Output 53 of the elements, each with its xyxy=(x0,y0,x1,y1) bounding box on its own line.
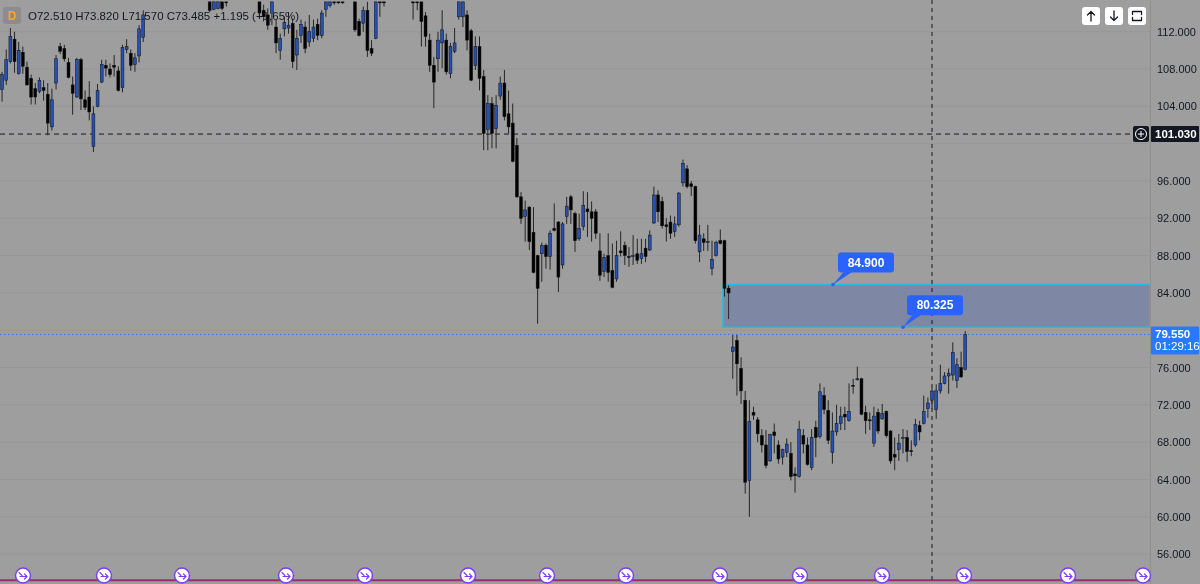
ref-line-label: 101.030 xyxy=(1155,128,1197,141)
candlestick xyxy=(731,334,735,380)
candlestick xyxy=(589,201,594,243)
candlestick xyxy=(21,46,25,75)
candlestick xyxy=(631,234,635,266)
y-tick-label: 72.000 xyxy=(1157,398,1191,411)
annotation: 80.325 xyxy=(916,298,954,313)
candlestick xyxy=(440,9,444,69)
y-tick-label: 68.000 xyxy=(1157,436,1191,449)
candlestick xyxy=(382,1,386,8)
y-tick-label: 104.000 xyxy=(1157,100,1197,113)
y-tick-label: 92.000 xyxy=(1157,212,1191,225)
y-tick-label: 88.000 xyxy=(1157,249,1191,262)
candlestick xyxy=(685,164,689,189)
candlestick xyxy=(311,19,316,43)
candlestick xyxy=(764,429,768,469)
candlestick xyxy=(16,41,21,76)
annotation: D xyxy=(7,8,17,23)
candlestick xyxy=(639,238,644,265)
candlestick xyxy=(901,428,905,454)
candlestick xyxy=(108,62,112,78)
y-tick-label: 84.000 xyxy=(1157,286,1191,299)
candlestick xyxy=(843,406,847,431)
candlestick xyxy=(411,1,415,21)
candlestick xyxy=(710,240,714,276)
candlestick xyxy=(602,253,606,278)
y-tick-label: 112.000 xyxy=(1157,25,1196,38)
y-tick-label: 96.000 xyxy=(1157,175,1191,187)
candlestick xyxy=(585,191,590,238)
y-tick-label: 76.000 xyxy=(1157,361,1191,374)
candlestick xyxy=(643,238,648,263)
y-tick-label: 60.000 xyxy=(1157,510,1191,523)
candlestick xyxy=(623,241,627,266)
candlestick xyxy=(569,194,573,225)
y-tick-label: 108.000 xyxy=(1157,63,1197,76)
candlestick xyxy=(656,189,660,223)
y-tick-label: 64.000 xyxy=(1157,473,1191,486)
candlestick xyxy=(303,20,307,54)
candlestick xyxy=(668,215,673,240)
candlestick xyxy=(934,383,938,420)
candlestick xyxy=(129,48,133,72)
candlestick xyxy=(905,429,909,463)
candlestick xyxy=(523,200,527,243)
text: 01:29:16 xyxy=(1155,340,1200,353)
ref-line-label: 79.550 xyxy=(1155,328,1191,341)
annotation: 84.900 xyxy=(847,255,885,270)
candlestick xyxy=(897,433,901,462)
y-tick-label: 56.000 xyxy=(1157,548,1191,561)
candlestick xyxy=(681,159,685,188)
candlestick xyxy=(419,1,424,48)
candlestick xyxy=(12,31,17,74)
candlestick xyxy=(548,229,552,271)
candlestick xyxy=(922,395,926,425)
